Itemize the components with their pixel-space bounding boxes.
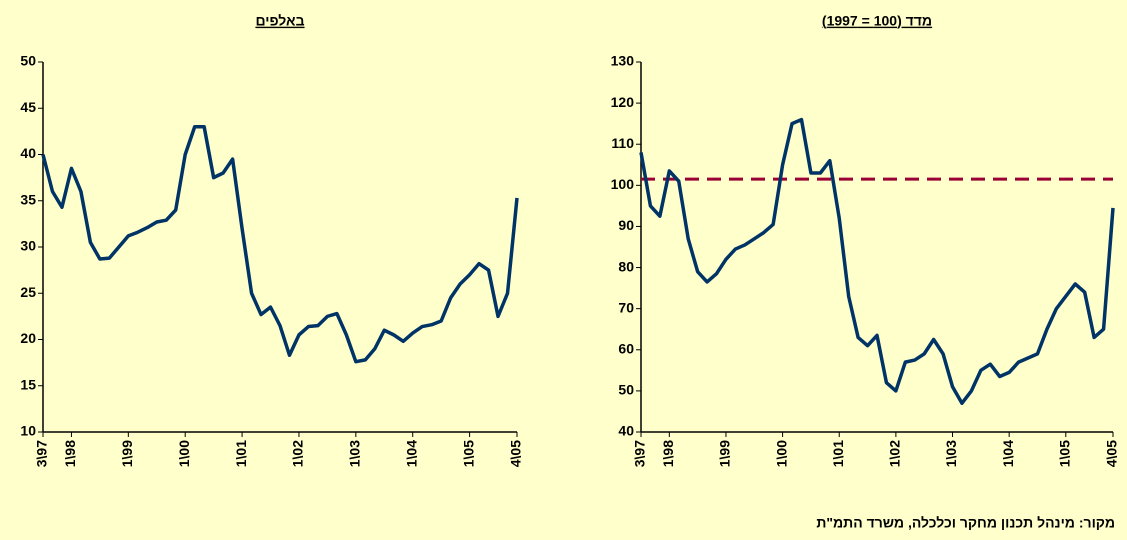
y-tick-label: 10 [20, 423, 36, 439]
x-tick-label: 1\00 [773, 440, 789, 467]
chart-title: מדד (100 = 1997) [822, 13, 932, 29]
y-tick-label: 60 [618, 340, 634, 356]
y-tick-label: 15 [20, 376, 36, 392]
y-tick-label: 45 [20, 99, 36, 115]
x-tick-label: 1\98 [62, 440, 78, 467]
x-tick-label: 1\05 [460, 440, 476, 467]
y-tick-label: 110 [611, 135, 634, 151]
x-tick-label: 1\04 [1000, 440, 1016, 467]
y-tick-label: 80 [618, 258, 634, 274]
x-tick-label: 1\04 [403, 440, 419, 467]
y-tick-label: 50 [20, 53, 36, 69]
x-tick-label: 1\05 [1057, 440, 1073, 467]
y-tick-label: 35 [20, 191, 36, 207]
y-tick-label: 40 [618, 423, 634, 439]
x-tick-label: 1\02 [887, 440, 903, 467]
y-tick-label: 20 [20, 330, 36, 346]
x-tick-label: 1\99 [119, 440, 135, 467]
y-tick-label: 130 [611, 53, 635, 69]
x-tick-label: 4\05 [1104, 440, 1120, 467]
x-tick-label: 1\98 [660, 440, 676, 467]
x-tick-label: 1\03 [943, 440, 959, 467]
y-tick-label: 30 [20, 238, 36, 254]
y-tick-label: 50 [618, 382, 634, 398]
data-line [639, 117, 1115, 405]
x-tick-label: 1\00 [176, 440, 192, 467]
y-tick-label: 100 [611, 176, 635, 192]
y-tick-label: 120 [611, 94, 635, 110]
x-tick-label: 1\02 [290, 440, 306, 467]
x-tick-label: 3\97 [34, 440, 50, 467]
data-line [41, 125, 519, 364]
x-tick-label: 1\01 [830, 440, 846, 467]
x-tick-label: 1\99 [717, 440, 733, 467]
x-tick-label: 1\03 [347, 440, 363, 467]
x-tick-label: 4\05 [508, 440, 524, 467]
chart-title: באלפים [255, 13, 304, 29]
source-note: מקור: מינהל תכנון מחקר וכלכלה, משרד התמ"… [816, 515, 1115, 531]
x-tick-label: 1\01 [233, 440, 249, 467]
y-tick-label: 90 [618, 217, 634, 233]
y-tick-label: 40 [20, 145, 36, 161]
y-tick-label: 25 [20, 284, 36, 300]
y-tick-label: 70 [618, 299, 634, 315]
x-tick-label: 3\97 [632, 440, 648, 467]
